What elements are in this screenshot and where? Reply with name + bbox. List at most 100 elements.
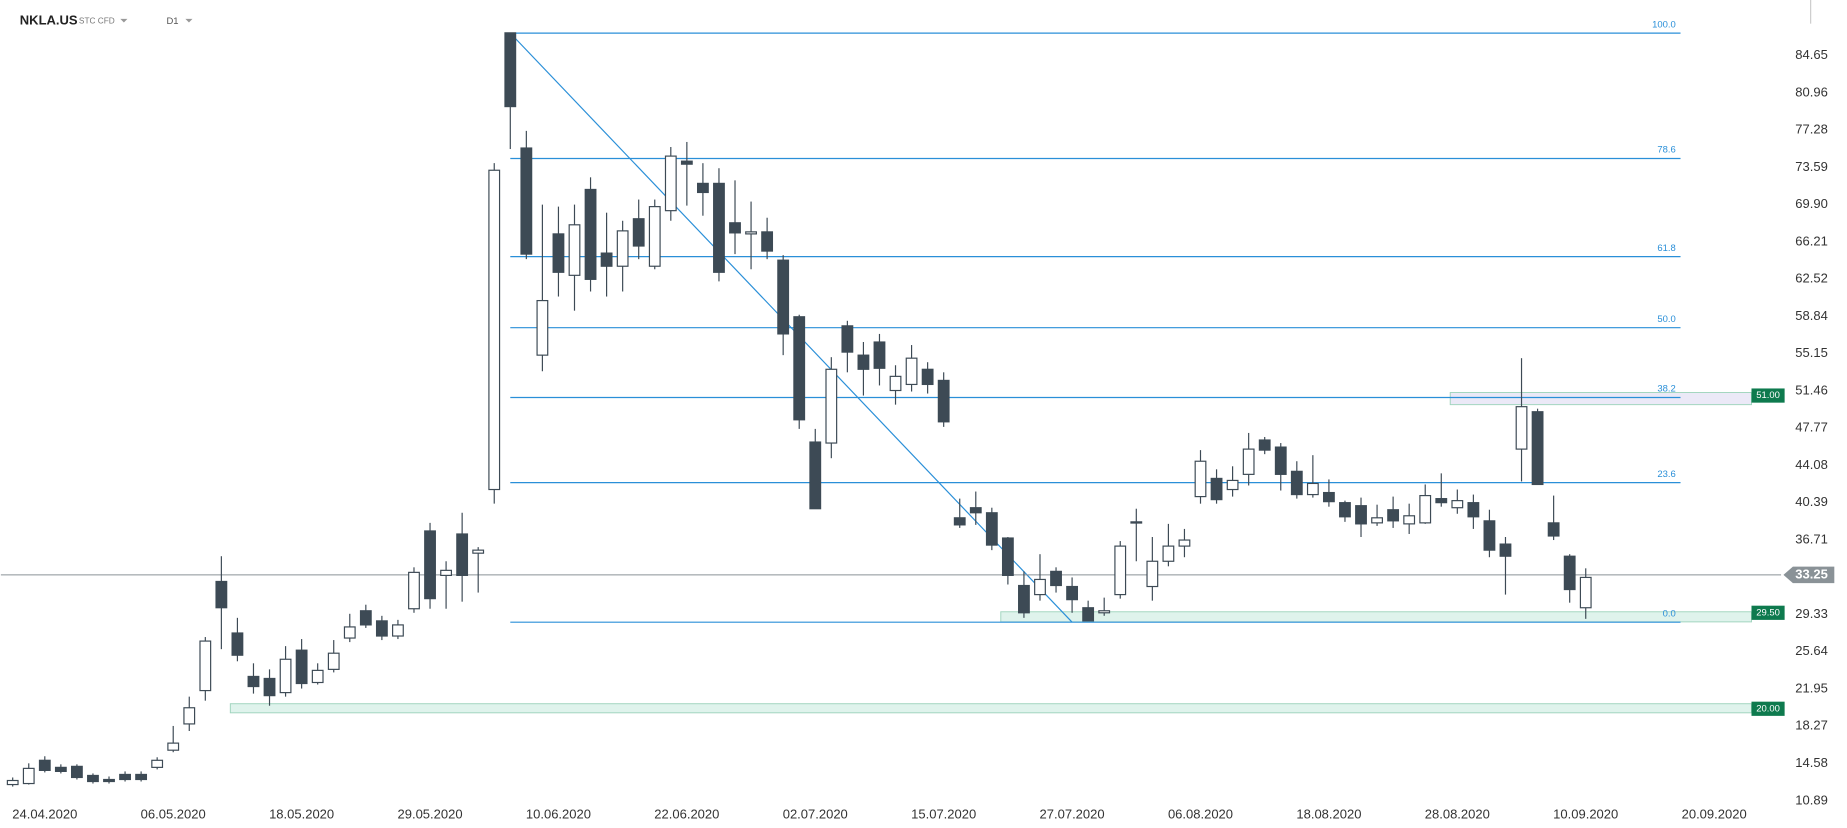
- candle-body: [889, 375, 902, 392]
- zone-label: 51.00: [1756, 390, 1780, 401]
- candle-body: [953, 517, 966, 526]
- zone: [1000, 611, 1752, 623]
- candle-body: [263, 677, 276, 697]
- candle-body: [167, 742, 180, 751]
- x-tick-label: 18.05.2020: [269, 806, 334, 821]
- candle-body: [199, 640, 212, 692]
- dropdown-icon[interactable]: [120, 18, 128, 23]
- zone-label-box: [1751, 701, 1785, 716]
- candle-body: [905, 357, 918, 386]
- candle-body: [1098, 610, 1111, 614]
- fib-label: 50.0: [1657, 314, 1675, 325]
- y-tick-label: 29.33: [1795, 606, 1828, 621]
- y-tick-label: 44.08: [1795, 457, 1828, 472]
- candle-body: [119, 773, 131, 781]
- candle-body: [375, 620, 388, 637]
- fib-label: 38.2: [1657, 384, 1675, 395]
- candle-body: [295, 649, 308, 685]
- y-tick-label: 58.84: [1795, 308, 1828, 323]
- fib-label: 100.0: [1652, 19, 1676, 30]
- candle-body: [745, 231, 757, 235]
- fib-label: 0.0: [1663, 608, 1676, 619]
- candle-body: [1515, 406, 1528, 450]
- candle-body: [680, 160, 693, 165]
- candle-body: [600, 252, 613, 267]
- candle-body: [552, 233, 565, 273]
- candle-body: [1483, 520, 1496, 551]
- candle-body: [440, 569, 453, 576]
- fib-label: 23.6: [1657, 469, 1675, 480]
- candle-body: [38, 759, 51, 771]
- fib-label: 78.6: [1657, 145, 1675, 156]
- y-tick-label: 25.64: [1795, 643, 1828, 658]
- candle-body: [22, 767, 35, 785]
- candle-body: [857, 354, 870, 370]
- y-tick-label: 18.27: [1795, 718, 1828, 733]
- candle-body: [648, 206, 661, 267]
- candle-body: [424, 530, 436, 600]
- candle-body: [873, 341, 886, 369]
- candle-body: [536, 299, 549, 356]
- candle-body: [713, 182, 725, 273]
- candle-body: [1001, 537, 1014, 576]
- zone: [1449, 392, 1752, 406]
- y-tick-label: 47.77: [1795, 420, 1828, 435]
- candle-body: [1322, 491, 1335, 503]
- zone: [229, 703, 1752, 714]
- candle-body: [1355, 505, 1367, 525]
- candle-body: [1371, 517, 1383, 524]
- x-tick-label: 27.07.2020: [1040, 806, 1105, 821]
- y-tick-label: 40.39: [1795, 494, 1828, 509]
- candle-body: [1435, 498, 1448, 504]
- candle-body: [761, 231, 774, 252]
- candle-body: [1467, 502, 1480, 518]
- y-tick-label: 66.21: [1795, 233, 1828, 248]
- candle-body: [1419, 494, 1432, 524]
- candle-body: [1563, 555, 1576, 591]
- instrument-type[interactable]: STC CFD: [79, 16, 115, 25]
- candle-body: [1210, 477, 1223, 501]
- candle-body: [1339, 502, 1351, 518]
- y-tick-label: 69.90: [1795, 196, 1828, 211]
- y-tick-label: 51.46: [1795, 382, 1828, 397]
- x-tick-label: 06.05.2020: [141, 806, 206, 821]
- candle-body: [1178, 539, 1191, 547]
- zone-label: 20.00: [1756, 703, 1780, 714]
- dropdown-icon[interactable]: [185, 18, 193, 23]
- candle-body: [696, 182, 709, 194]
- zone-label-box: [1751, 605, 1785, 620]
- y-tick-label: 14.58: [1795, 755, 1828, 770]
- y-tick-label: 73.59: [1795, 159, 1828, 174]
- y-tick-label: 80.96: [1795, 84, 1828, 99]
- candle-body: [151, 759, 164, 768]
- x-tick-label: 22.06.2020: [654, 806, 719, 821]
- candle-body: [87, 774, 99, 783]
- candle-body: [584, 188, 597, 280]
- x-tick-label: 10.09.2020: [1553, 806, 1618, 821]
- candle-body: [1387, 509, 1400, 522]
- candle-body: [664, 155, 677, 212]
- x-tick-label: 15.07.2020: [911, 806, 976, 821]
- zone-label-box: [1751, 388, 1785, 403]
- y-tick-label: 21.95: [1795, 681, 1828, 696]
- interval[interactable]: D1: [166, 16, 178, 27]
- candle-body: [921, 368, 934, 386]
- candle-body: [616, 230, 629, 267]
- last-price-box: [1783, 566, 1835, 584]
- candle-body: [472, 549, 485, 554]
- zone-label: 29.50: [1756, 607, 1780, 618]
- candle-body: [1242, 448, 1255, 475]
- last-price-label: 33.25: [1795, 566, 1828, 581]
- candle-body: [985, 512, 998, 546]
- candle-body: [1018, 584, 1030, 614]
- candle-body: [777, 259, 790, 335]
- symbol[interactable]: NKLA.US: [20, 13, 78, 28]
- y-tick-label: 77.28: [1795, 121, 1828, 136]
- candle-body: [568, 224, 581, 276]
- candle-body: [825, 368, 838, 444]
- candle-body: [1579, 576, 1592, 609]
- candle-body: [279, 658, 292, 694]
- candle-body: [247, 675, 260, 688]
- candle-body: [1226, 479, 1239, 491]
